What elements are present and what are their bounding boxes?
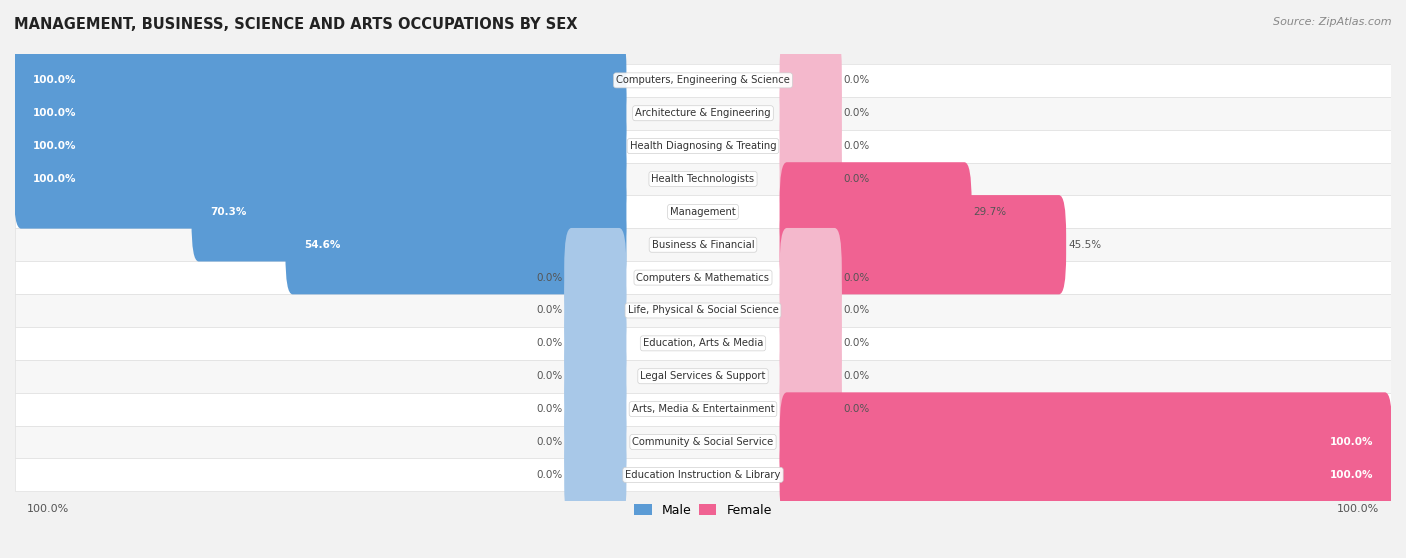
FancyBboxPatch shape [14, 129, 627, 229]
Text: Education, Arts & Media: Education, Arts & Media [643, 338, 763, 348]
Text: 0.0%: 0.0% [536, 371, 562, 381]
Text: 100.0%: 100.0% [32, 174, 76, 184]
Text: 0.0%: 0.0% [536, 305, 562, 315]
FancyBboxPatch shape [779, 97, 842, 196]
Text: 70.3%: 70.3% [211, 207, 247, 217]
FancyBboxPatch shape [15, 459, 1391, 491]
Text: 29.7%: 29.7% [973, 207, 1007, 217]
Text: 100.0%: 100.0% [1337, 504, 1379, 514]
FancyBboxPatch shape [15, 129, 1391, 162]
FancyBboxPatch shape [15, 97, 1391, 129]
Text: Education Instruction & Library: Education Instruction & Library [626, 470, 780, 480]
Text: 0.0%: 0.0% [536, 404, 562, 414]
Text: 0.0%: 0.0% [536, 470, 562, 480]
FancyBboxPatch shape [779, 64, 842, 163]
Text: Community & Social Service: Community & Social Service [633, 437, 773, 447]
FancyBboxPatch shape [15, 327, 1391, 360]
FancyBboxPatch shape [15, 64, 1391, 97]
FancyBboxPatch shape [779, 162, 972, 262]
Text: 0.0%: 0.0% [536, 338, 562, 348]
Text: Management: Management [671, 207, 735, 217]
Text: Business & Financial: Business & Financial [652, 240, 754, 250]
FancyBboxPatch shape [15, 195, 1391, 228]
FancyBboxPatch shape [15, 426, 1391, 459]
Text: 0.0%: 0.0% [844, 108, 870, 118]
Legend: Male, Female: Male, Female [630, 499, 776, 522]
Text: Computers, Engineering & Science: Computers, Engineering & Science [616, 75, 790, 85]
FancyBboxPatch shape [15, 228, 1391, 261]
Text: Source: ZipAtlas.com: Source: ZipAtlas.com [1274, 17, 1392, 27]
FancyBboxPatch shape [564, 425, 627, 525]
FancyBboxPatch shape [14, 97, 627, 196]
Text: 100.0%: 100.0% [27, 504, 69, 514]
Text: Life, Physical & Social Science: Life, Physical & Social Science [627, 305, 779, 315]
Text: 54.6%: 54.6% [305, 240, 340, 250]
Text: 0.0%: 0.0% [844, 404, 870, 414]
FancyBboxPatch shape [779, 294, 842, 393]
FancyBboxPatch shape [564, 359, 627, 459]
Text: 100.0%: 100.0% [1330, 470, 1374, 480]
FancyBboxPatch shape [779, 392, 1392, 492]
FancyBboxPatch shape [15, 162, 1391, 195]
FancyBboxPatch shape [779, 261, 842, 360]
FancyBboxPatch shape [779, 129, 842, 229]
Text: 0.0%: 0.0% [844, 338, 870, 348]
FancyBboxPatch shape [15, 294, 1391, 327]
FancyBboxPatch shape [15, 360, 1391, 393]
Text: Architecture & Engineering: Architecture & Engineering [636, 108, 770, 118]
Text: 0.0%: 0.0% [844, 174, 870, 184]
Text: 0.0%: 0.0% [844, 305, 870, 315]
Text: Legal Services & Support: Legal Services & Support [640, 371, 766, 381]
Text: MANAGEMENT, BUSINESS, SCIENCE AND ARTS OCCUPATIONS BY SEX: MANAGEMENT, BUSINESS, SCIENCE AND ARTS O… [14, 17, 578, 32]
FancyBboxPatch shape [564, 228, 627, 327]
Text: 0.0%: 0.0% [844, 141, 870, 151]
Text: Arts, Media & Entertainment: Arts, Media & Entertainment [631, 404, 775, 414]
Text: 100.0%: 100.0% [32, 75, 76, 85]
FancyBboxPatch shape [14, 31, 627, 130]
Text: 100.0%: 100.0% [1330, 437, 1374, 447]
FancyBboxPatch shape [15, 261, 1391, 294]
Text: 100.0%: 100.0% [32, 108, 76, 118]
FancyBboxPatch shape [564, 326, 627, 426]
FancyBboxPatch shape [14, 64, 627, 163]
FancyBboxPatch shape [285, 195, 627, 295]
Text: 100.0%: 100.0% [32, 141, 76, 151]
FancyBboxPatch shape [779, 326, 842, 426]
Text: Health Technologists: Health Technologists [651, 174, 755, 184]
FancyBboxPatch shape [779, 425, 1392, 525]
FancyBboxPatch shape [15, 393, 1391, 426]
FancyBboxPatch shape [779, 195, 1066, 295]
Text: 0.0%: 0.0% [536, 437, 562, 447]
Text: 0.0%: 0.0% [844, 371, 870, 381]
Text: Computers & Mathematics: Computers & Mathematics [637, 273, 769, 282]
FancyBboxPatch shape [191, 162, 627, 262]
FancyBboxPatch shape [779, 228, 842, 327]
Text: Health Diagnosing & Treating: Health Diagnosing & Treating [630, 141, 776, 151]
FancyBboxPatch shape [564, 261, 627, 360]
FancyBboxPatch shape [564, 392, 627, 492]
Text: 0.0%: 0.0% [844, 273, 870, 282]
FancyBboxPatch shape [779, 31, 842, 130]
Text: 45.5%: 45.5% [1069, 240, 1101, 250]
FancyBboxPatch shape [564, 294, 627, 393]
FancyBboxPatch shape [779, 359, 842, 459]
Text: 0.0%: 0.0% [844, 75, 870, 85]
Text: 0.0%: 0.0% [536, 273, 562, 282]
